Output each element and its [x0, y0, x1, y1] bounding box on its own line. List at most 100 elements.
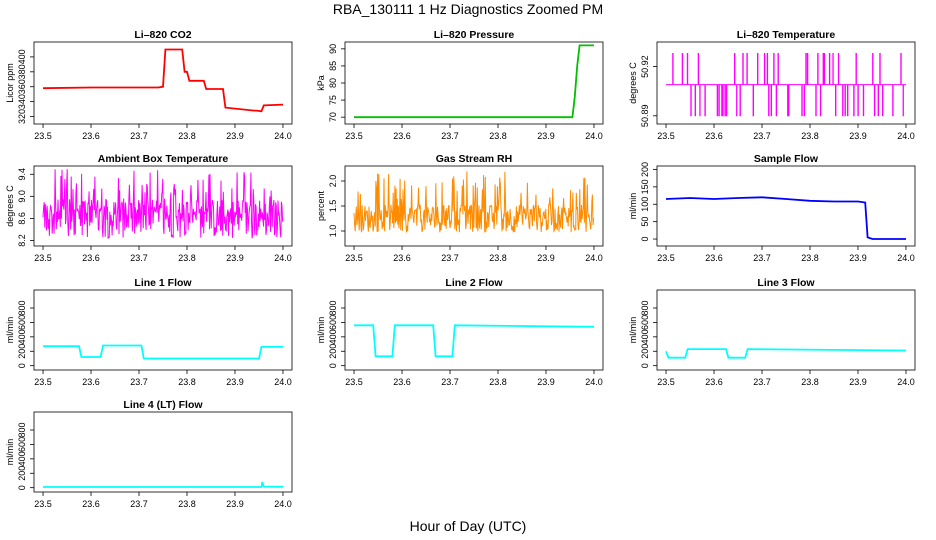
x-tick-label: 23.8 — [801, 253, 819, 263]
plot-frame — [33, 411, 293, 493]
x-tick-label: 23.5 — [657, 131, 675, 141]
y-tick-label: 1.0 — [328, 225, 338, 238]
x-tick-label: 23.6 — [705, 131, 723, 141]
y-tick-label: 400 — [17, 49, 27, 64]
y-tick-label: 1.5 — [328, 200, 338, 213]
x-tick-label: 23.5 — [34, 377, 52, 387]
x-tick-label: 23.6 — [82, 499, 100, 509]
x-tick-label: 23.8 — [801, 377, 819, 387]
x-tick-label: 23.5 — [34, 499, 52, 509]
y-tick-label: 50.89 — [640, 105, 650, 128]
y-tick-label: 0 — [17, 485, 27, 490]
y-tick-label: 600 — [17, 437, 27, 452]
plot-frame — [344, 41, 604, 125]
x-tick-label: 23.6 — [82, 131, 100, 141]
x-tick-label: 23.9 — [226, 131, 244, 141]
y-tick-label: 400 — [17, 329, 27, 344]
x-tick-label: 23.7 — [130, 131, 148, 141]
x-tick-label: 23.5 — [34, 253, 52, 263]
y-axis-label: percent — [316, 190, 326, 221]
x-tick-label: 23.6 — [705, 253, 723, 263]
y-tick-label: 400 — [640, 329, 650, 344]
panel-title: Line 4 (LT) Flow — [123, 399, 203, 411]
y-tick-label: 600 — [328, 315, 338, 330]
series-line — [354, 44, 594, 119]
x-tick-label: 23.6 — [393, 253, 411, 263]
panel-title: Li–820 Pressure — [434, 29, 515, 41]
x-tick-label: 23.7 — [130, 253, 148, 263]
x-tick-label: 23.6 — [393, 377, 411, 387]
y-tick-label: 0 — [640, 237, 650, 242]
y-tick-label: 200 — [640, 162, 650, 177]
y-axis-label: ml/min — [5, 317, 15, 344]
x-tick-label: 23.9 — [537, 377, 555, 387]
panel-title: Line 1 Flow — [134, 277, 192, 289]
x-tick-label: 23.6 — [82, 253, 100, 263]
y-tick-label: 150 — [640, 179, 650, 194]
x-tick-label: 23.9 — [849, 253, 867, 263]
x-tick-label: 23.8 — [489, 131, 507, 141]
x-tick-label: 23.8 — [178, 131, 196, 141]
x-tick-label: 23.5 — [657, 377, 675, 387]
y-tick-label: 0 — [328, 363, 338, 368]
series-line — [43, 481, 284, 488]
x-tick-label: 24.0 — [585, 131, 603, 141]
x-tick-label: 23.9 — [226, 377, 244, 387]
panel-title: Line 3 Flow — [757, 277, 815, 289]
series-line — [42, 169, 284, 240]
chart-title: RBA_130111 1 Hz Diagnostics Zoomed PM — [332, 1, 604, 17]
x-tick-label: 23.6 — [393, 131, 411, 141]
y-tick-label: 340 — [17, 94, 27, 109]
x-tick-label: 23.9 — [849, 377, 867, 387]
x-tick-label: 23.5 — [345, 253, 363, 263]
y-tick-label: 0 — [640, 363, 650, 368]
x-tick-label: 23.8 — [178, 253, 196, 263]
x-tick-label: 23.5 — [345, 377, 363, 387]
x-tick-label: 23.8 — [178, 499, 196, 509]
x-tick-label: 23.7 — [441, 131, 459, 141]
y-tick-label: 8.2 — [17, 234, 27, 247]
y-tick-label: 0 — [17, 363, 27, 368]
panel-title: Line 2 Flow — [445, 277, 503, 289]
x-tick-label: 24.0 — [897, 131, 915, 141]
y-tick-label: 200 — [17, 344, 27, 359]
panel-title: Li–820 Temperature — [737, 29, 836, 41]
y-tick-label: 8.6 — [17, 212, 27, 225]
plot-frame — [656, 41, 916, 125]
plot-frame — [33, 165, 293, 247]
y-tick-label: 360 — [17, 79, 27, 94]
x-tick-label: 24.0 — [274, 131, 292, 141]
y-tick-label: 800 — [640, 301, 650, 316]
y-tick-label: 600 — [17, 315, 27, 330]
x-tick-label: 23.7 — [753, 253, 771, 263]
series-line — [665, 196, 906, 240]
y-axis-label: ml/min — [628, 317, 638, 344]
y-tick-label: 600 — [640, 315, 650, 330]
plot-frame — [344, 289, 604, 371]
plot-frame — [656, 165, 916, 247]
x-tick-label: 23.9 — [849, 131, 867, 141]
y-tick-label: 200 — [17, 466, 27, 481]
plot-frame — [33, 289, 293, 371]
panel-title: Li–820 CO2 — [134, 29, 191, 41]
x-tick-label: 23.8 — [178, 377, 196, 387]
x-tick-label: 23.7 — [441, 253, 459, 263]
y-tick-label: 80 — [328, 78, 338, 88]
y-axis-label: Licor ppm — [5, 63, 15, 103]
plot-frame — [33, 41, 293, 125]
x-tick-label: 23.5 — [34, 131, 52, 141]
x-tick-label: 23.9 — [226, 253, 244, 263]
x-tick-label: 24.0 — [274, 499, 292, 509]
y-tick-label: 50.92 — [640, 55, 650, 78]
x-tick-label: 23.8 — [801, 131, 819, 141]
panel-title: Gas Stream RH — [436, 153, 512, 165]
y-tick-label: 75 — [328, 95, 338, 105]
panel-title: Sample Flow — [754, 153, 819, 165]
y-tick-label: 50 — [640, 217, 650, 227]
y-tick-label: 85 — [328, 61, 338, 71]
series-line — [42, 48, 284, 113]
y-tick-label: 90 — [328, 44, 338, 54]
y-tick-label: 400 — [17, 451, 27, 466]
x-tick-label: 23.8 — [489, 253, 507, 263]
